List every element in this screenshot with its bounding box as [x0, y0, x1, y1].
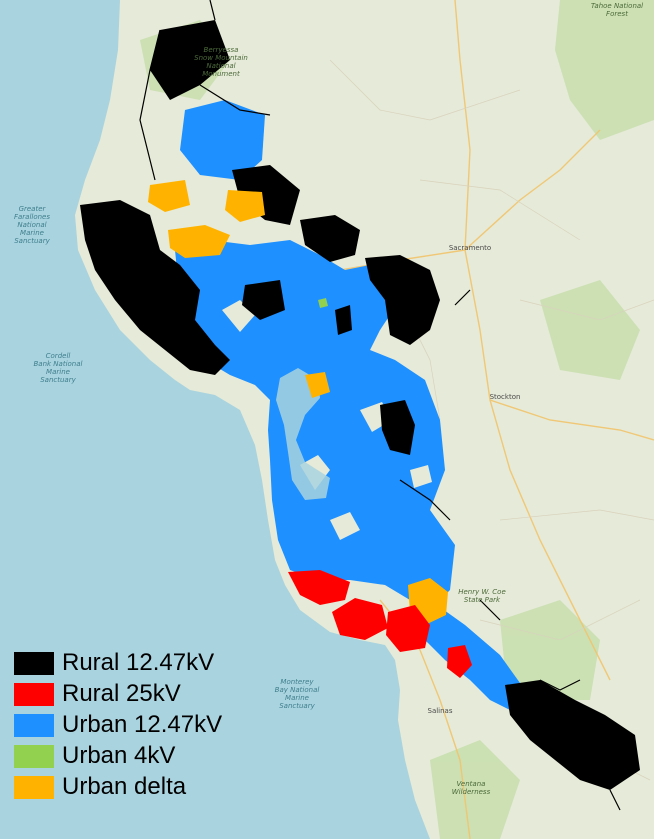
- legend-swatch: [14, 775, 54, 799]
- rural-25kv-network: [288, 570, 472, 678]
- legend-item-rural-12-47kv: Rural 12.47kV: [14, 648, 254, 678]
- rural-feeder-lines: [139, 0, 621, 811]
- legend-label: Rural 12.47kV: [62, 649, 215, 676]
- label-sacramento: Sacramento: [448, 244, 492, 252]
- legend-swatch: [14, 651, 54, 675]
- legend-label: Rural 25kV: [62, 680, 181, 707]
- label-stockton: Stockton: [489, 393, 521, 401]
- legend-swatch: [14, 713, 54, 737]
- urban-delta-network: [148, 180, 448, 625]
- label-tahoe-forest: Tahoe National Forest: [590, 2, 644, 18]
- legend-swatch: [14, 744, 54, 768]
- label-monterey-bay: Monterey Bay National Marine Sanctuary: [274, 678, 320, 710]
- legend-item-urban-delta: Urban delta: [14, 772, 254, 802]
- legend-item-rural-25kv: Rural 25kV: [14, 679, 254, 709]
- map-legend: Rural 12.47kV Rural 25kV Urban 12.47kV U…: [14, 648, 254, 803]
- legend-item-urban-4kv: Urban 4kV: [14, 741, 254, 771]
- label-cordell-bank: Cordell Bank National Marine Sanctuary: [33, 352, 83, 384]
- label-berryessa: Berryessa Snow Mountain National Monumen…: [194, 46, 248, 78]
- legend-label: Urban 4kV: [62, 742, 176, 769]
- legend-item-urban-12-47kv: Urban 12.47kV: [14, 710, 254, 740]
- label-salinas: Salinas: [427, 707, 453, 715]
- label-henry-coe: Henry W. Coe State Park: [458, 588, 506, 604]
- label-greater-farallones: Greater Farallones National Marine Sanct…: [13, 205, 51, 245]
- bay-water-overlay: [276, 368, 330, 500]
- legend-label: Urban delta: [62, 773, 187, 800]
- rural-12-47kv-network: [80, 20, 640, 790]
- label-ventana: Ventana Wilderness: [451, 780, 491, 796]
- legend-label: Urban 12.47kV: [62, 711, 223, 738]
- urban-4kv-network: [318, 298, 328, 308]
- legend-swatch: [14, 682, 54, 706]
